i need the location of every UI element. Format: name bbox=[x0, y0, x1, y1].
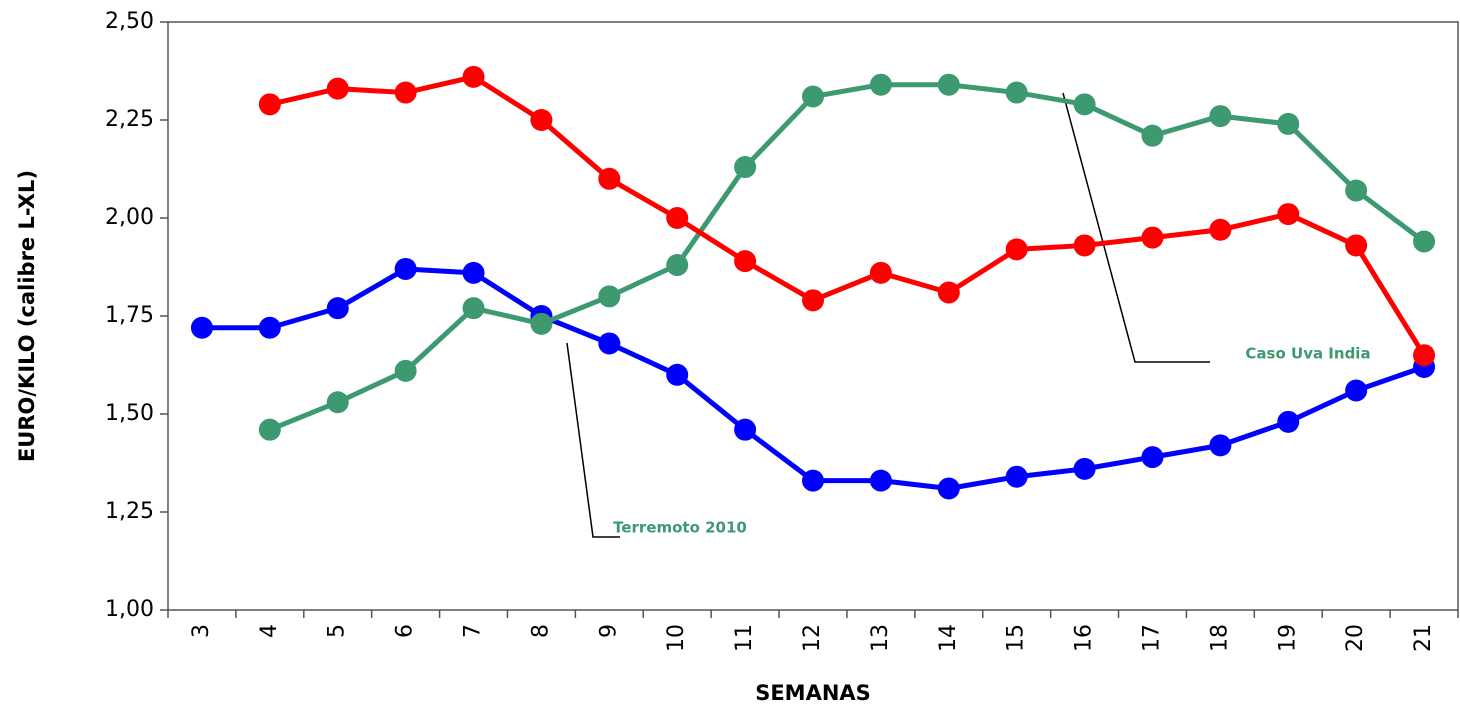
x-tick-label: 6 bbox=[393, 624, 418, 638]
marker bbox=[1005, 81, 1028, 104]
x-tick-label: 4 bbox=[257, 624, 282, 638]
marker bbox=[326, 297, 349, 320]
y-tick-label: 2,25 bbox=[105, 107, 154, 132]
x-tick-label: 8 bbox=[528, 624, 553, 638]
marker bbox=[258, 93, 281, 116]
x-tick-label: 3 bbox=[189, 624, 214, 638]
series-line bbox=[269, 74, 1427, 357]
marker bbox=[598, 332, 621, 355]
x-tick-label: 17 bbox=[1139, 624, 1164, 652]
marker bbox=[869, 261, 892, 284]
marker bbox=[258, 316, 281, 339]
marker bbox=[1345, 179, 1368, 202]
marker bbox=[666, 207, 689, 229]
marker bbox=[869, 73, 892, 96]
series-line bbox=[268, 82, 1426, 432]
x-axis-label: SEMANAS bbox=[755, 681, 871, 705]
x-tick-label: 11 bbox=[732, 624, 757, 652]
y-tick-label: 1,50 bbox=[105, 401, 154, 426]
marker bbox=[190, 316, 213, 339]
marker bbox=[869, 469, 892, 492]
marker bbox=[802, 289, 824, 312]
marker bbox=[394, 81, 417, 104]
marker bbox=[530, 312, 553, 335]
y-tick-label: 2,00 bbox=[105, 205, 154, 230]
y-tick-label: 1,75 bbox=[105, 303, 154, 328]
marker bbox=[394, 257, 417, 280]
marker bbox=[1209, 105, 1232, 128]
x-tick-label: 14 bbox=[936, 624, 961, 652]
marker bbox=[1209, 434, 1232, 457]
marker bbox=[666, 254, 689, 277]
marker bbox=[1141, 226, 1164, 249]
y-tick-label: 1,00 bbox=[105, 597, 154, 622]
x-tick-label: 16 bbox=[1072, 624, 1097, 652]
x-tick-label: 7 bbox=[461, 624, 486, 638]
x-tick-label: 19 bbox=[1275, 624, 1300, 652]
x-tick-label: 5 bbox=[325, 624, 350, 638]
marker bbox=[1345, 379, 1368, 402]
marker bbox=[734, 250, 757, 273]
marker bbox=[666, 363, 689, 386]
marker bbox=[326, 391, 349, 414]
y-tick-label: 1,25 bbox=[105, 499, 154, 524]
marker bbox=[734, 156, 757, 179]
marker bbox=[1141, 446, 1164, 469]
marker bbox=[802, 85, 824, 108]
y-axis-label: EURO/KILO (calibre L-XL) bbox=[15, 170, 39, 462]
marker bbox=[802, 469, 824, 492]
x-tick-label: 18 bbox=[1207, 624, 1232, 652]
y-tick-label: 2,50 bbox=[105, 9, 154, 34]
marker bbox=[1345, 234, 1368, 257]
annotation: Terremoto 2010 bbox=[613, 519, 747, 537]
marker bbox=[1277, 203, 1300, 226]
x-tick-label: 13 bbox=[868, 624, 893, 652]
marker bbox=[1005, 465, 1028, 488]
marker bbox=[462, 65, 485, 88]
marker bbox=[1277, 112, 1300, 135]
x-tick-label: 12 bbox=[800, 624, 825, 652]
marker bbox=[1277, 410, 1300, 433]
marker bbox=[1073, 234, 1096, 257]
marker bbox=[937, 477, 960, 500]
plot-frame bbox=[167, 21, 1459, 611]
marker bbox=[598, 167, 621, 190]
marker bbox=[937, 73, 960, 96]
marker bbox=[1073, 457, 1096, 480]
marker bbox=[462, 261, 485, 284]
leader-line bbox=[1062, 92, 1210, 363]
marker bbox=[1413, 230, 1436, 253]
marker bbox=[734, 418, 757, 441]
x-tick-label: 10 bbox=[664, 624, 689, 652]
marker bbox=[1141, 124, 1164, 147]
marker bbox=[258, 418, 281, 441]
marker bbox=[937, 281, 960, 304]
leader-line bbox=[566, 342, 620, 538]
x-tick-label: 15 bbox=[1004, 624, 1029, 652]
marker bbox=[1209, 218, 1232, 241]
x-tick-label: 21 bbox=[1411, 624, 1436, 652]
annotation: Caso Uva India bbox=[1245, 345, 1370, 363]
marker bbox=[1073, 93, 1096, 116]
x-tick-label: 9 bbox=[596, 624, 621, 638]
marker bbox=[598, 285, 621, 308]
marker bbox=[1413, 344, 1436, 367]
x-tick-label: 20 bbox=[1343, 624, 1368, 652]
marker bbox=[326, 77, 349, 100]
marker bbox=[462, 297, 485, 320]
marker bbox=[1005, 238, 1028, 261]
marker bbox=[394, 359, 417, 382]
marker bbox=[530, 109, 553, 131]
